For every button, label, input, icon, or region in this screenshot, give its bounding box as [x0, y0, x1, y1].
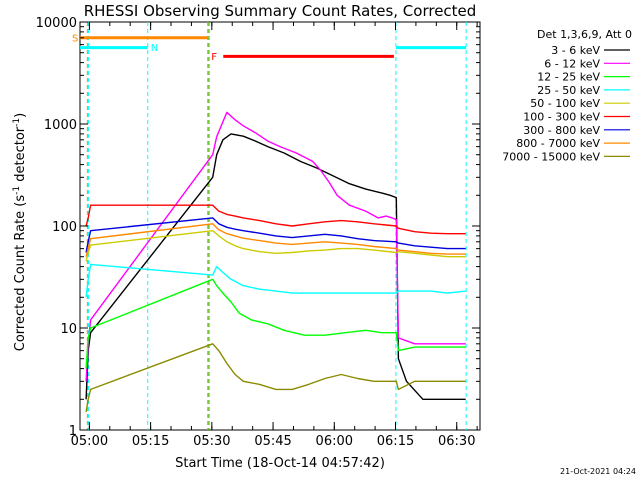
- x-tick-label: 06:00: [316, 434, 353, 449]
- series-line: [85, 230, 466, 262]
- x-axis-ticks: 05:00 05:15 05:30 05:45 06:00 06:15 06:30: [71, 22, 478, 449]
- series-line: [85, 111, 466, 382]
- x-tick-label: 05:45: [254, 434, 291, 449]
- y-axis-label-sup2: -1: [12, 118, 22, 127]
- series-line: [85, 343, 466, 413]
- series-line: [85, 223, 466, 257]
- legend-label: 7000 - 15000 keV: [502, 150, 600, 163]
- y-axis-label-mid: detector: [13, 126, 28, 186]
- legend-label: 3 - 6 keV: [551, 44, 600, 57]
- legend-label: 800 - 7000 keV: [516, 137, 600, 150]
- x-axis-label: Start Time (18-Oct-14 04:57:42): [175, 456, 385, 471]
- legend-label: 50 - 100 keV: [530, 97, 600, 110]
- series-line: [85, 204, 466, 235]
- y-tick-label: 10: [60, 322, 77, 337]
- y-axis-ticks: 1 10 100 1000 10000: [36, 16, 480, 439]
- flag-label: S: [72, 33, 78, 44]
- series-lines: [85, 111, 466, 413]
- y-axis-label-main: Corrected Count Rate (s: [13, 195, 28, 352]
- y-tick-label: 1: [69, 424, 77, 439]
- series-line: [85, 278, 466, 369]
- legend-label: 25 - 50 keV: [537, 84, 600, 97]
- series-line: [85, 263, 466, 298]
- x-tick-label: 06:15: [377, 434, 414, 449]
- x-tick-label: 05:15: [132, 434, 169, 449]
- flag-label: F: [211, 52, 217, 63]
- flag-label: N: [151, 43, 158, 54]
- x-tick-label: 05:00: [71, 434, 108, 449]
- chart-title: RHESSI Observing Summary Count Rates, Co…: [84, 2, 477, 20]
- series-line: [85, 133, 466, 400]
- y-axis-label: Corrected Count Rate (s-1 detector-1): [12, 113, 28, 351]
- y-tick-label: 1000: [44, 118, 77, 133]
- x-tick-label: 06:30: [438, 434, 475, 449]
- series-line: [85, 217, 466, 253]
- y-axis-label-end: ): [13, 113, 28, 118]
- legend-label: 100 - 300 keV: [523, 111, 600, 124]
- y-tick-label: 100: [52, 220, 77, 235]
- legend-label: 12 - 25 keV: [537, 71, 600, 84]
- legend-title: Det 1,3,6,9, Att 0: [537, 28, 632, 41]
- flag-bars: S N F: [72, 33, 467, 63]
- y-tick-label: 10000: [36, 16, 77, 31]
- x-tick-label: 05:30: [193, 434, 230, 449]
- legend-label: 6 - 12 keV: [544, 57, 600, 70]
- timestamp: 21-Oct-2021 04:24: [560, 467, 636, 476]
- y-axis-label-sup1: -1: [12, 186, 22, 195]
- legend-label: 300 - 800 keV: [523, 124, 600, 137]
